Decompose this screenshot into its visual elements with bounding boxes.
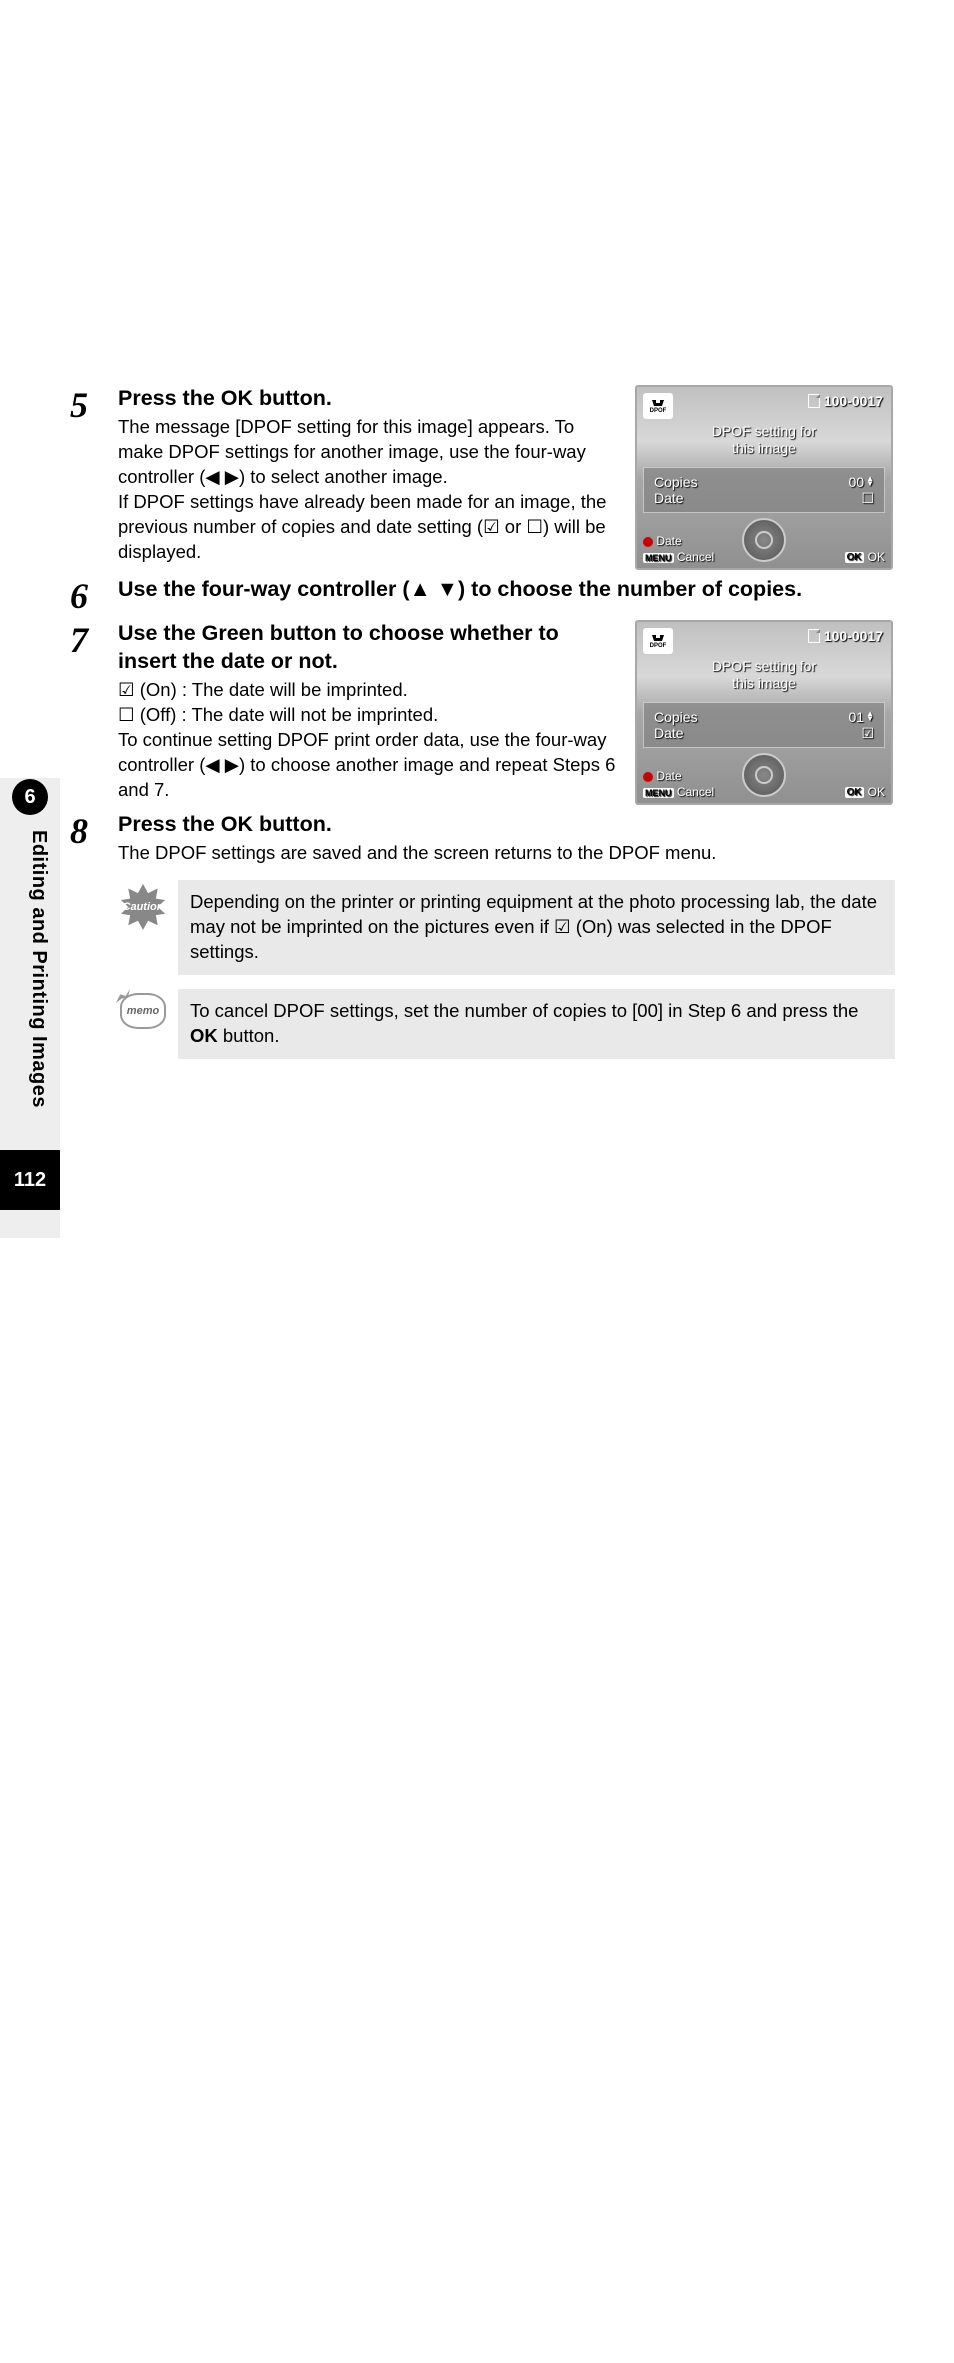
lcd-copies-value: 00▲▼ (849, 474, 875, 490)
step-title-pre: Press the (118, 812, 221, 836)
lcd-bottom-bar: Date MENU Cancel OK OK (643, 534, 885, 564)
lcd-cancel-label: Cancel (677, 550, 714, 564)
lcd-message: DPOF setting for this image (637, 658, 891, 692)
lcd-cancel-label: Cancel (677, 785, 714, 799)
step-title-post: button. (253, 386, 332, 410)
step-title-pre: Press the (118, 386, 221, 410)
dpof-icon: DPOF (643, 628, 673, 654)
lcd-rec-label: Date (656, 769, 681, 783)
step-text: To continue setting DPOF print order dat… (118, 728, 623, 803)
step-7: 7 Use the Green button to choose whether… (70, 620, 895, 805)
step-title: Use the Green button to choose whether t… (118, 620, 623, 676)
step-option-on: ☑ (On) : The date will be imprinted. (118, 678, 623, 703)
step-title: Use the four-way controller (▲ ▼) to cho… (118, 576, 895, 604)
memo-text-post: button. (218, 1025, 280, 1046)
rec-dot-icon (643, 772, 653, 782)
memo-callout: memo To cancel DPOF settings, set the nu… (118, 989, 895, 1059)
lcd-menu-cancel: MENU Cancel (643, 785, 714, 799)
lcd-date-row: Date ☐ (654, 490, 874, 507)
memo-text-pre: To cancel DPOF settings, set the number … (190, 1000, 858, 1021)
lcd-menu-cancel: MENU Cancel (643, 550, 714, 564)
dpof-label: DPOF (650, 643, 667, 649)
content-area: 5 Press the OK button. The message [DPOF… (70, 385, 895, 1059)
memo-icon: memo (120, 993, 166, 1029)
lcd-ok-indicator: OK OK (845, 785, 885, 799)
lcd-screenshot-1: DPOF 100-0017 DPOF setting for this imag… (635, 385, 893, 570)
lcd-settings-panel: Copies 00▲▼ Date ☐ (643, 467, 885, 513)
ok-badge: OK (845, 552, 864, 563)
step-option-off: ☐ (Off) : The date will not be imprinted… (118, 703, 623, 728)
caution-callout: Caution Depending on the printer or prin… (118, 880, 895, 975)
step-8: 8 Press the OK button. The DPOF settings… (70, 811, 895, 866)
ok-glyph: OK (221, 812, 253, 836)
memo-text: To cancel DPOF settings, set the number … (178, 989, 895, 1059)
step-title: Press the OK button. (118, 811, 895, 839)
lcd-date-label: Date (654, 725, 684, 741)
lcd-date-label: Date (654, 490, 684, 506)
menu-badge: MENU (643, 553, 674, 563)
memory-card-icon (808, 629, 820, 643)
lcd-copies-row: Copies 00▲▼ (654, 474, 874, 490)
caution-text: Depending on the printer or printing equ… (178, 880, 895, 975)
lcd-file-number: 100-0017 (824, 393, 883, 409)
ok-badge: OK (845, 787, 864, 798)
lcd-ok-text: OK (868, 550, 885, 564)
page-number: 112 (0, 1150, 60, 1210)
lcd-copies-row: Copies 01▲▼ (654, 709, 874, 725)
step-title-post: button. (253, 812, 332, 836)
lcd-copies-number: 01 (849, 709, 865, 725)
lcd-file-number: 100-0017 (824, 628, 883, 644)
lcd-date-value: ☑ (861, 725, 874, 742)
lcd-bottom-bar: Date MENU Cancel OK OK (643, 769, 885, 799)
step-5: 5 Press the OK button. The message [DPOF… (70, 385, 895, 570)
lcd-settings-panel: Copies 01▲▼ Date ☑ (643, 702, 885, 748)
lcd-copies-value: 01▲▼ (849, 709, 875, 725)
lcd-file-indicator: 100-0017 (808, 628, 883, 644)
dpad-icon (742, 753, 786, 797)
updown-icon: ▲▼ (866, 477, 874, 487)
lcd-rec-label: Date (656, 534, 681, 548)
rec-dot-icon (643, 537, 653, 547)
dpof-label: DPOF (650, 408, 667, 414)
ok-glyph: OK (190, 1025, 218, 1046)
step-number: 5 (70, 385, 118, 423)
lcd-message: DPOF setting for this image (637, 423, 891, 457)
dpad-icon (742, 518, 786, 562)
step-text: The message [DPOF setting for this image… (118, 415, 623, 565)
chapter-title: Editing and Printing Images (27, 830, 50, 1108)
memory-card-icon (808, 394, 820, 408)
lcd-screenshot-2: DPOF 100-0017 DPOF setting for this imag… (635, 620, 893, 805)
lcd-msg-line1: DPOF setting for (712, 658, 816, 674)
memo-label: memo (127, 1005, 159, 1017)
lcd-msg-line2: this image (732, 675, 796, 691)
caution-icon: Caution (120, 884, 166, 930)
step-text: The DPOF settings are saved and the scre… (118, 841, 895, 866)
lcd-rec-date: Date (643, 769, 714, 783)
lcd-copies-label: Copies (654, 709, 698, 725)
lcd-msg-line2: this image (732, 440, 796, 456)
lcd-ok-indicator: OK OK (845, 550, 885, 564)
step-number: 8 (70, 811, 118, 849)
lcd-date-value: ☐ (861, 490, 874, 507)
lcd-copies-label: Copies (654, 474, 698, 490)
lcd-msg-line1: DPOF setting for (712, 423, 816, 439)
updown-icon: ▲▼ (866, 712, 874, 722)
lcd-file-indicator: 100-0017 (808, 393, 883, 409)
lcd-date-row: Date ☑ (654, 725, 874, 742)
caution-label: Caution (120, 884, 166, 930)
step-title: Press the OK button. (118, 385, 623, 413)
menu-badge: MENU (643, 788, 674, 798)
chapter-number-badge: 6 (12, 779, 48, 815)
dpof-icon: DPOF (643, 393, 673, 419)
step-number: 7 (70, 620, 118, 658)
lcd-rec-date: Date (643, 534, 714, 548)
step-6: 6 Use the four-way controller (▲ ▼) to c… (70, 576, 895, 614)
step-number: 6 (70, 576, 118, 614)
lcd-ok-text: OK (868, 785, 885, 799)
ok-glyph: OK (221, 386, 253, 410)
lcd-copies-number: 00 (849, 474, 865, 490)
